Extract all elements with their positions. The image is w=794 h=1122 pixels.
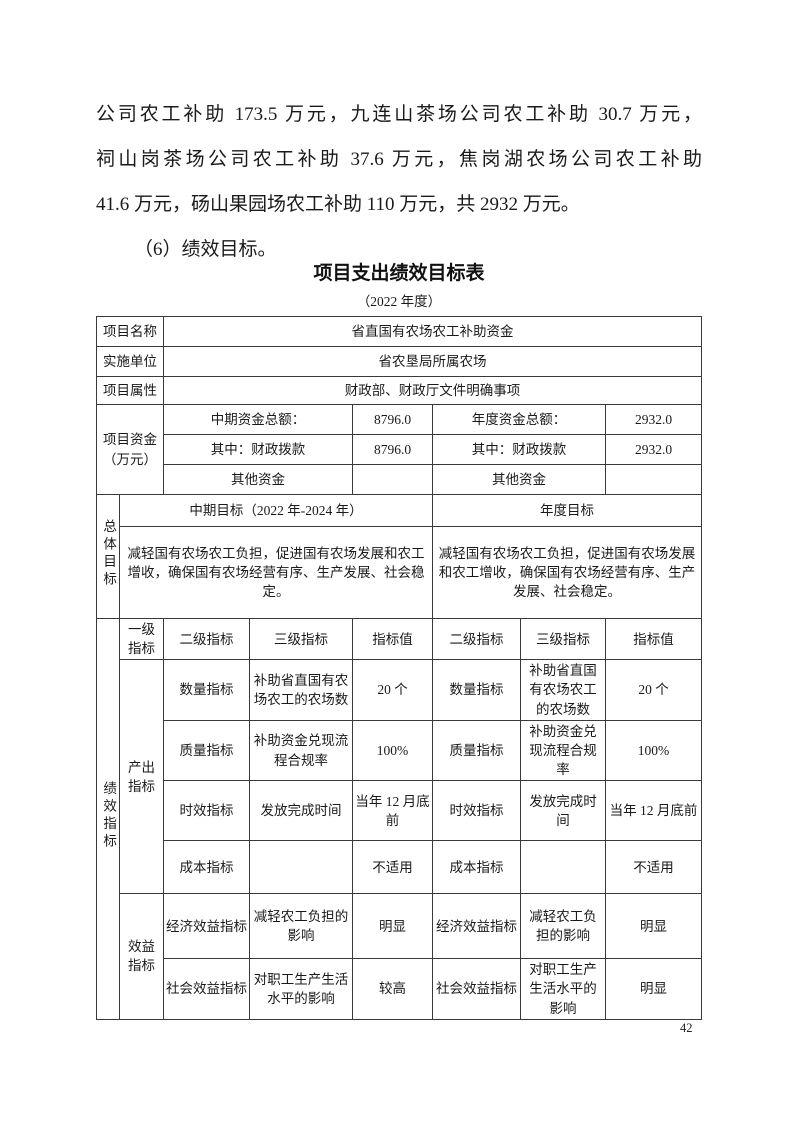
- annual-fiscal-label: 其中：财政拨款: [432, 434, 606, 465]
- table-row: 其他资金 其他资金: [97, 464, 703, 495]
- quantity-indicator-name-annual: 补助省直国有农场农工的农场数: [520, 659, 606, 721]
- table-row: 项目名称 省直国有农场农工补助资金: [96, 316, 703, 347]
- table-row: 产出指标 数量指标 补助省直国有农场农工的农场数 20 个 数量指标 补助省直国…: [97, 659, 703, 895]
- header-indicator-value-mid: 指标值: [352, 617, 433, 661]
- mid-goal-header: 中期目标（2022 年-2024 年）: [119, 494, 433, 527]
- header-level2-indicator-mid: 二级指标: [163, 617, 250, 661]
- list-item-performance-goal: （6）绩效目标。: [134, 239, 277, 260]
- economic-benefit-label-mid: 经济效益指标: [163, 893, 250, 960]
- table-row: 项目属性 财政部、财政厅文件明确事项: [96, 376, 703, 405]
- project-name-value: 省直国有农场农工补助资金: [162, 316, 703, 347]
- annual-fiscal-value: 2932.0: [604, 434, 703, 465]
- cost-indicator-label-mid: 成本指标: [163, 840, 250, 895]
- table-row: 时效指标 发放完成时间 当年 12 月底前 时效指标 发放完成时间 当年 12 …: [97, 780, 703, 842]
- cost-indicator-value-mid: 不适用: [352, 840, 433, 895]
- table-title: 项目支出绩效目标表: [313, 263, 485, 284]
- economic-benefit-name-annual: 减轻农工负担的影响: [520, 893, 606, 960]
- table-row: 总体目标 中期目标（2022 年-2024 年） 年度目标: [96, 494, 703, 619]
- implement-unit-value: 省农垦局所属农场: [162, 346, 703, 377]
- header-level3-indicator-mid: 三级指标: [249, 617, 353, 661]
- quality-indicator-value-annual: 100%: [604, 719, 703, 782]
- quality-indicator-name-annual: 补助资金兑现流程合规率: [520, 719, 606, 782]
- benefit-indicators-group-label: 效益指标: [119, 893, 164, 1020]
- cost-indicator-value-annual: 不适用: [604, 840, 703, 895]
- cost-indicator-name-annual: [520, 840, 606, 895]
- quantity-indicator-label-mid: 数量指标: [163, 659, 250, 721]
- economic-benefit-label-annual: 经济效益指标: [432, 893, 521, 960]
- page-content: 公司农工补助 173.5 万元，九连山茶场公司农工补助 30.7 万元， 祠山岗…: [96, 92, 703, 1020]
- body-paragraph-line: 公司农工补助 173.5 万元，九连山茶场公司农工补助 30.7 万元，: [96, 104, 702, 125]
- quality-indicator-name-mid: 补助资金兑现流程合规率: [249, 719, 353, 782]
- mid-fiscal-label: 其中：财政拨款: [163, 434, 353, 465]
- mid-other-funds-label: 其他资金: [163, 464, 353, 495]
- social-benefit-label-mid: 社会效益指标: [163, 958, 250, 1020]
- annual-other-funds-label: 其他资金: [432, 464, 606, 495]
- mid-total-label: 中期资金总额：: [163, 404, 353, 435]
- body-paragraph-line: 41.6 万元，砀山果园场农工补助 110 万元，共 2932 万元。: [96, 194, 580, 215]
- page-number: 42: [680, 1021, 693, 1035]
- quality-indicator-value-mid: 100%: [352, 719, 433, 782]
- header-level3-indicator-annual: 三级指标: [520, 617, 606, 661]
- mid-total-value: 8796.0: [352, 404, 433, 435]
- social-benefit-name-annual: 对职工生产生活水平的影响: [520, 958, 606, 1020]
- table-row: 其中：财政拨款 8796.0 其中：财政拨款 2932.0: [97, 434, 703, 465]
- timeliness-indicator-value-mid: 当年 12 月底前: [352, 780, 433, 842]
- timeliness-indicator-name-mid: 发放完成时间: [249, 780, 353, 842]
- annual-total-value: 2932.0: [604, 404, 703, 435]
- economic-benefit-name-mid: 减轻农工负担的影响: [249, 893, 353, 960]
- quality-indicator-label-mid: 质量指标: [163, 719, 250, 782]
- table-subtitle: （2022 年度）: [356, 294, 442, 309]
- table-row: 绩效指标 一级指标 二级指标 三级指标 指标值 二级指标 三级指标 指标值: [96, 617, 703, 1020]
- quantity-indicator-value-annual: 20 个: [604, 659, 703, 721]
- social-benefit-value-mid: 较高: [352, 958, 433, 1020]
- economic-benefit-value-annual: 明显: [604, 893, 703, 960]
- table-row: 效益指标 经济效益指标 减轻农工负担的影响 明显 经济效益指标 减轻农工负担的影…: [97, 893, 703, 1020]
- output-indicators-group-label: 产出指标: [119, 659, 164, 895]
- project-attr-value: 财政部、财政厅文件明确事项: [162, 376, 703, 405]
- annual-goal-text: 减轻国有农场农工负担，促进国有农场发展和农工增收，确保国有农场经营有序、生产发展…: [431, 526, 703, 619]
- body-paragraph-line: 祠山岗茶场公司农工补助 37.6 万元，焦岗湖农场公司农工补助: [96, 149, 702, 170]
- economic-benefit-value-mid: 明显: [352, 893, 433, 960]
- table-row: 社会效益指标 对职工生产生活水平的影响 较高 社会效益指标 对职工生产生活水平的…: [97, 958, 703, 1020]
- timeliness-indicator-value-annual: 当年 12 月底前: [604, 780, 703, 842]
- table-row: 成本指标 不适用 成本指标 不适用: [97, 840, 703, 895]
- quantity-indicator-label-annual: 数量指标: [432, 659, 521, 721]
- quantity-indicator-name-mid: 补助省直国有农场农工的农场数: [249, 659, 353, 721]
- social-benefit-value-annual: 明显: [604, 958, 703, 1020]
- timeliness-indicator-label-annual: 时效指标: [432, 780, 521, 842]
- annual-goal-header: 年度目标: [431, 494, 703, 527]
- table-row: 实施单位 省农垦局所属农场: [96, 346, 703, 377]
- cost-indicator-name-mid: [249, 840, 353, 895]
- header-level1-indicator: 一级指标: [119, 617, 164, 661]
- header-level2-indicator-annual: 二级指标: [432, 617, 521, 661]
- annual-total-label: 年度资金总额：: [432, 404, 606, 435]
- social-benefit-label-annual: 社会效益指标: [432, 958, 521, 1020]
- annual-other-funds-value: [604, 464, 703, 495]
- cost-indicator-label-annual: 成本指标: [432, 840, 521, 895]
- timeliness-indicator-name-annual: 发放完成时间: [520, 780, 606, 842]
- timeliness-indicator-label-mid: 时效指标: [163, 780, 250, 842]
- overall-goal-label-text: 总体目标: [101, 518, 117, 589]
- funding-label: 项目资金（万元）: [96, 404, 164, 495]
- mid-other-funds-value: [352, 464, 433, 495]
- table-row: 项目资金（万元） 中期资金总额： 8796.0 年度资金总额： 2932.0: [96, 404, 703, 495]
- quantity-indicator-value-mid: 20 个: [352, 659, 433, 721]
- performance-indicators-label: 绩效指标: [96, 618, 120, 1020]
- implement-unit-label: 实施单位: [96, 346, 164, 377]
- social-benefit-name-mid: 对职工生产生活水平的影响: [249, 958, 353, 1020]
- project-name-label: 项目名称: [96, 316, 164, 347]
- performance-target-table: 项目名称 省直国有农场农工补助资金 实施单位 省农垦局所属农场 项目属性 财政部…: [96, 316, 703, 1020]
- header-indicator-value-annual: 指标值: [604, 617, 703, 661]
- quality-indicator-label-annual: 质量指标: [432, 719, 521, 782]
- mid-fiscal-value: 8796.0: [352, 434, 433, 465]
- table-row: 质量指标 补助资金兑现流程合规率 100% 质量指标 补助资金兑现流程合规率 1…: [97, 719, 703, 782]
- table-row: 减轻国有农场农工负担，促进国有农场发展和农工增收，确保国有农场经营有序、生产发展…: [97, 526, 703, 619]
- overall-goal-label: 总体目标: [96, 494, 120, 619]
- mid-goal-text: 减轻国有农场农工负担，促进国有农场发展和农工增收，确保国有农场经营有序、生产发展…: [119, 526, 433, 619]
- project-attr-label: 项目属性: [96, 376, 164, 405]
- performance-indicators-label-text: 绩效指标: [101, 781, 117, 852]
